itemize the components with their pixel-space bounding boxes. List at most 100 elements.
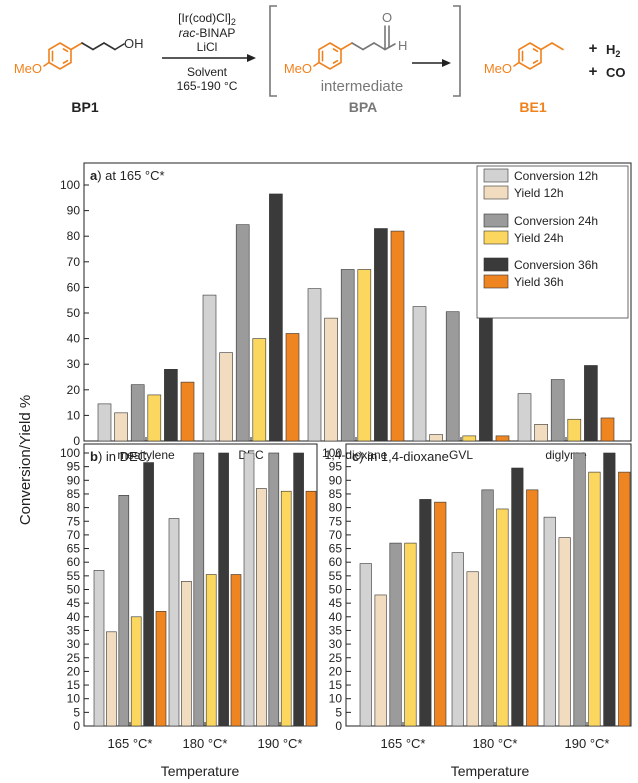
bar-conversion-12h-165-c: [93, 570, 105, 727]
y-tick-label: 60: [67, 555, 81, 569]
y-tick-label: 100: [322, 446, 342, 460]
bar-yield-24h-165-c: [404, 542, 417, 727]
bar-conversion-36h-165-c: [143, 462, 154, 727]
panel-c-title: c) in 1,4-dioxane: [352, 449, 449, 464]
bar-conversion-12h-mesitylene: [97, 403, 112, 442]
bar-yield-24h-180-c: [205, 574, 217, 727]
y-tick-label: 35: [329, 623, 343, 637]
bar-yield-12h-180-c: [466, 571, 479, 727]
y-tick-label: 50: [67, 583, 81, 597]
y-tick-label: 10: [67, 692, 81, 706]
y-tick-label: 0: [73, 719, 80, 733]
bar-yield-36h-diglyme: [600, 417, 615, 442]
bar-yield-24h-diglyme: [567, 418, 582, 442]
bar-yield-36h-180-c: [230, 574, 242, 727]
reaction-arrow-head: [247, 54, 256, 62]
y-tick-label: 30: [67, 357, 81, 371]
y-tick-label: 25: [329, 651, 343, 665]
x-tick-label-190-c: 190 °C*: [258, 736, 303, 751]
y-tick-label: 55: [67, 569, 81, 583]
substituent-label-bp1: MeO: [14, 61, 42, 76]
bar-conversion-12h-diglyme: [517, 393, 532, 442]
reagent-solvent: Solvent: [187, 65, 228, 79]
legend-swatch-yield-36h: [483, 274, 509, 289]
molecule-bp1: [43, 42, 125, 70]
bar-conversion-36h-180-c: [511, 467, 524, 727]
bar-yield-12h-dec: [219, 352, 233, 442]
bar-conversion-24h-165-c: [118, 495, 130, 727]
reagent-temperature: 165-190 °C: [177, 79, 238, 93]
substituent-label-be1: MeO: [484, 61, 512, 76]
legend-swatch-yield-12h: [483, 185, 509, 200]
bar-conversion-24h-180-c: [481, 489, 494, 727]
y-tick-label: 60: [67, 280, 81, 294]
y-tick-label: 95: [329, 460, 343, 474]
legend-swatch-conversion-12h: [483, 168, 509, 183]
bar-conversion-24h-190-c: [573, 452, 586, 727]
panel-c-letter: c: [352, 449, 359, 464]
y-tick-label: 25: [67, 651, 81, 665]
bar-yield-36h-180-c: [526, 489, 539, 727]
y-tick-label: 65: [67, 542, 81, 556]
bar-yield-12h-mesitylene: [114, 412, 128, 442]
bar-conversion-24h-165-c: [389, 542, 402, 727]
bar-conversion-24h-190-c: [268, 452, 280, 727]
compound-label-bpa: BPA: [349, 99, 378, 115]
y-tick-label: 15: [67, 678, 81, 692]
x-tick-label-mesitylene: mesitylene: [117, 448, 175, 462]
y-tick-label: 75: [67, 514, 81, 528]
bar-yield-12h-190-c: [558, 537, 571, 727]
bar-yield-12h-diglyme: [534, 424, 548, 442]
x-tick-label-165-c: 165 °C*: [381, 736, 426, 751]
legend-swatch-conversion-36h: [483, 257, 509, 272]
panel-a-y-axis: 0 10 20 30 40 50 60 70 80 90 100: [60, 178, 89, 448]
y-tick-label: 0: [73, 434, 80, 448]
y-tick-label: 35: [67, 623, 81, 637]
bar-conversion-36h-165-c: [419, 499, 432, 727]
bar-conversion-24h-dec: [235, 224, 250, 442]
x-tick-label-180-c: 180 °C*: [183, 736, 228, 751]
legend: Conversion 12h Yield 12h Conversion 24h Yie…: [476, 165, 629, 319]
molecule-bpa: [313, 25, 396, 70]
y-tick-label: 60: [329, 555, 343, 569]
panel-a-letter: a: [90, 168, 98, 183]
y-tick-label: 20: [67, 383, 81, 397]
byproduct-h2-subscript: 2: [615, 49, 620, 59]
y-tick-label: 90: [67, 204, 81, 218]
bar-conversion-36h-190-c: [293, 452, 304, 727]
bar-yield-36h-mesitylene: [180, 381, 195, 442]
bar-conversion-24h-1-4-dioxane: [340, 269, 355, 442]
substituent-label-bpa: MeO: [284, 61, 312, 76]
bar-conversion-36h-gvl: [479, 307, 493, 442]
panel-c-bars: [359, 452, 631, 727]
legend-swatch-conversion-24h: [483, 213, 509, 228]
y-tick-label: 40: [67, 610, 81, 624]
bar-conversion-24h-diglyme: [550, 379, 565, 442]
y-tick-label: 0: [335, 719, 342, 733]
bar-conversion-24h-gvl: [445, 311, 460, 442]
bar-yield-24h-gvl: [462, 435, 477, 442]
bar-yield-36h-190-c: [305, 490, 317, 727]
plus-sign-co: +: [589, 63, 598, 80]
intermediate-caption: intermediate: [321, 78, 404, 95]
y-tick-label: 5: [73, 705, 80, 719]
molecule-be1: [513, 42, 564, 70]
reagent-catalyst-subscript: 2: [231, 17, 236, 27]
intermediate-bracket: [269, 5, 461, 97]
reagent-catalyst-text: [Ir(cod)Cl]: [178, 11, 231, 25]
bar-conversion-24h-180-c: [193, 452, 205, 727]
y-tick-label: 45: [67, 596, 81, 610]
compound-label-be1: BE1: [519, 99, 546, 115]
y-axis-label: Conversion/Yield %: [17, 395, 34, 525]
y-tick-label: 70: [329, 528, 343, 542]
y-tick-label: 15: [329, 678, 343, 692]
panel-a-title: a) at 165 °C*: [90, 168, 165, 183]
legend-label-yield-12h: Yield 12h: [514, 186, 564, 200]
x-tick-label-190-c: 190 °C*: [565, 736, 610, 751]
panel-c-y-axis: 0510152025303540455055606570758085909510…: [322, 446, 351, 733]
y-tick-label: 20: [329, 664, 343, 678]
y-tick-label: 55: [329, 569, 343, 583]
y-tick-label: 70: [67, 255, 81, 269]
bar-conversion-12h-180-c: [168, 518, 180, 727]
